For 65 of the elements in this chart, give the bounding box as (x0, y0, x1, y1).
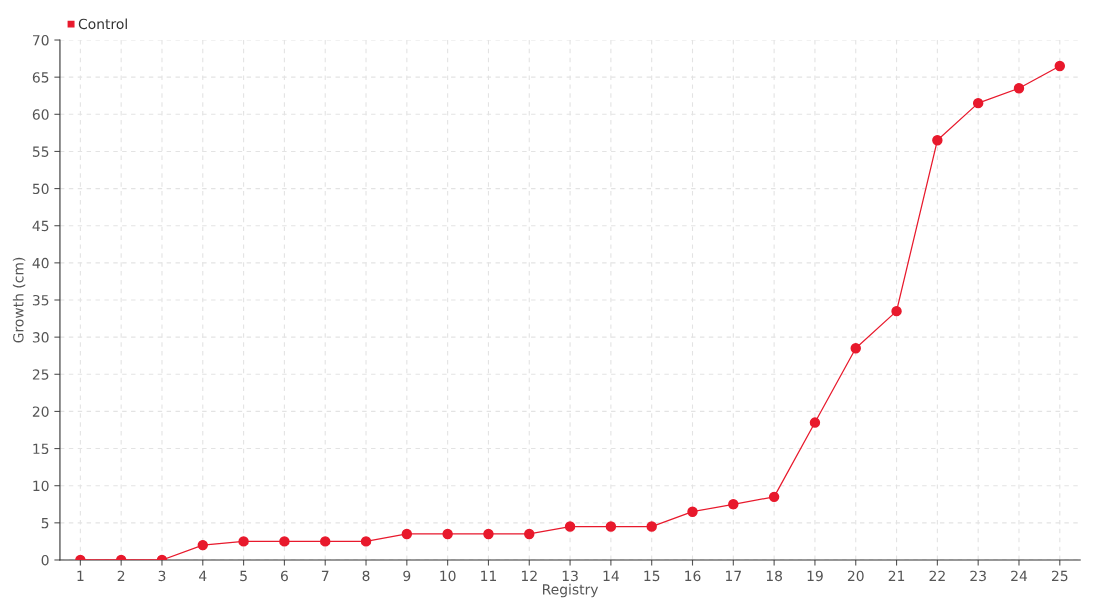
point (1054, 60, 1066, 72)
x-tick-label: 21 (888, 570, 905, 581)
point (646, 521, 657, 532)
y-tick-label: 30 (32, 332, 49, 343)
y-tick-label: 45 (32, 220, 49, 232)
x-tick-label: 6 (280, 570, 288, 582)
x-tick-label: 9 (403, 570, 411, 582)
x-tick-label: 13 (562, 570, 578, 582)
x-tick-label: 4 (199, 570, 207, 581)
point (564, 521, 576, 532)
point (809, 417, 821, 428)
y-axis-title: Growth (cm) (12, 257, 26, 343)
point (483, 528, 494, 540)
point (197, 539, 208, 551)
x-tick-label: 14 (603, 570, 619, 581)
point (401, 528, 413, 540)
point (972, 97, 984, 109)
y-tick-label: 15 (33, 443, 49, 455)
y-tick-label: 25 (32, 369, 49, 380)
legend-label: Control (78, 18, 127, 30)
x-tick-label: 22 (929, 570, 945, 581)
point (768, 491, 780, 503)
x-axis-title: Registry (543, 583, 599, 598)
point (360, 536, 372, 547)
point (932, 135, 943, 146)
y-tick-label: 70 (33, 34, 49, 46)
y-tick-label: 5 (41, 517, 49, 529)
x-tick-label: 3 (158, 570, 166, 582)
x-tick-label: 17 (726, 570, 741, 581)
x-tick-label: 15 (644, 570, 660, 582)
x-tick-label: 25 (1051, 570, 1068, 582)
point (728, 499, 739, 510)
point (850, 343, 861, 354)
x-tick-label: 24 (1011, 570, 1028, 581)
x-tick-label: 11 (481, 570, 497, 581)
x-tick-label: 16 (685, 570, 701, 582)
point (891, 305, 902, 317)
x-tick-label: 10 (440, 570, 456, 582)
y-tick-label: 50 (32, 183, 49, 195)
y-tick-label: 40 (32, 257, 49, 269)
y-tick-label: 60 (32, 109, 49, 120)
x-tick-label: 7 (321, 570, 329, 581)
y-tick-label: 0 (41, 554, 49, 566)
y-tick-label: 55 (32, 146, 49, 157)
x-tick-label: 1 (77, 570, 84, 581)
y-tick-label: 10 (33, 480, 49, 492)
x-tick-label: 2 (117, 570, 125, 581)
x-tick-label: 5 (240, 570, 247, 582)
point (320, 536, 331, 547)
point (1013, 83, 1025, 94)
x-tick-label: 18 (766, 570, 783, 582)
x-tick-label: 8 (362, 570, 370, 582)
point (442, 528, 453, 540)
y-tick-label: 35 (32, 294, 49, 306)
point (238, 536, 249, 547)
y-tick-label: 65 (32, 72, 49, 83)
point (605, 521, 617, 532)
x-tick-label: 12 (521, 570, 537, 581)
y-tick-label: 20 (32, 406, 49, 417)
x-tick-label: 23 (970, 570, 986, 582)
point (279, 536, 290, 547)
x-tick-label: 19 (807, 570, 823, 582)
x-tick-label: 20 (847, 570, 864, 582)
point (524, 528, 535, 540)
point (687, 506, 698, 517)
